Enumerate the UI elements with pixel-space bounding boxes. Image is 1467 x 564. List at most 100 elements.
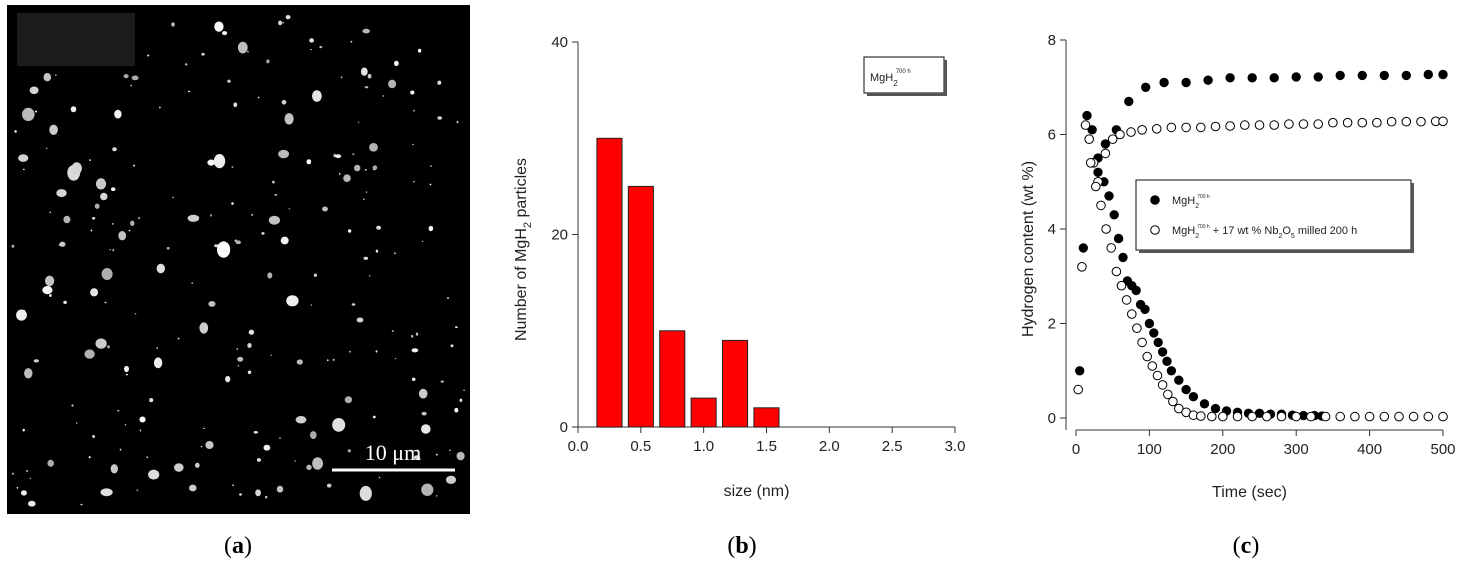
particle: [200, 446, 203, 448]
particle: [251, 214, 254, 216]
particle: [71, 162, 82, 175]
particle: [134, 313, 137, 315]
particle: [149, 398, 154, 403]
point-series-2: [1196, 411, 1206, 421]
panel-c-scatter: 0 100 200 300 400 500 0 2 4 6 8 Time (sec) Hydrogen …: [1020, 32, 1456, 501]
particle: [454, 407, 459, 413]
caption-letter: a: [232, 533, 244, 559]
legend-entry: MgH2 700 h: [1172, 194, 1210, 210]
y-tick-label: 8: [1048, 32, 1056, 49]
particle: [248, 329, 255, 335]
particle: [20, 490, 27, 496]
micrograph-particles: [11, 15, 466, 507]
particle: [267, 272, 273, 279]
particle: [217, 241, 231, 258]
particle: [33, 359, 39, 363]
particle: [63, 300, 67, 304]
legend-marker: [1150, 195, 1160, 205]
legend-shadow: [1411, 183, 1414, 253]
scale-bar-label: 10 μm: [365, 440, 421, 465]
particle: [25, 470, 29, 472]
particle: [201, 52, 205, 56]
particle: [412, 143, 414, 146]
point-series-2: [1320, 411, 1331, 422]
particle: [319, 46, 323, 49]
point-series-2: [1127, 309, 1137, 319]
particle: [437, 116, 443, 120]
y-tick-label: 40: [551, 34, 568, 51]
particle: [326, 483, 332, 488]
particle: [352, 153, 355, 156]
particle: [92, 435, 95, 438]
particle: [463, 389, 466, 391]
point-series-2: [1218, 411, 1228, 422]
point-series-2: [1142, 351, 1152, 362]
particle: [35, 110, 38, 113]
particle: [22, 428, 25, 432]
legend-sub: 2: [893, 79, 898, 88]
x-tick-label: 400: [1357, 441, 1382, 458]
point-series-1: [1074, 366, 1085, 376]
legend-text: milled 200 h: [1295, 225, 1357, 237]
point-series-1: [1131, 285, 1141, 296]
particle: [261, 232, 265, 235]
particle: [128, 229, 131, 232]
particle: [104, 301, 107, 304]
particle: [11, 472, 14, 475]
particle: [296, 359, 303, 365]
particle: [281, 100, 287, 105]
particle: [139, 429, 142, 432]
bar: [690, 397, 717, 428]
particle: [124, 423, 127, 426]
particle: [119, 448, 122, 451]
particle: [375, 249, 379, 253]
particle: [210, 214, 212, 217]
point-series-2: [1168, 396, 1178, 407]
particle: [187, 90, 191, 93]
particle: [236, 348, 239, 350]
particle: [111, 187, 116, 191]
particle: [125, 373, 128, 376]
y-label-text: Number of MgH: [513, 228, 530, 341]
particle: [266, 59, 270, 64]
point-series-1: [1153, 337, 1163, 348]
particle: [338, 172, 341, 175]
legend-main: MgH: [1172, 225, 1195, 237]
x-axis-label: size (nm): [724, 483, 790, 500]
point-series-1: [1423, 69, 1434, 80]
particle: [357, 121, 360, 123]
legend-sup: 700 h: [1197, 194, 1210, 200]
particle: [421, 240, 424, 242]
point-series-1: [1401, 70, 1412, 81]
particle: [378, 476, 381, 479]
point-series-2: [1157, 380, 1168, 390]
particle: [24, 368, 33, 379]
particle: [187, 214, 200, 222]
x-tick-label: 2.5: [882, 438, 903, 455]
point-series-1: [1247, 73, 1257, 83]
y-tick-label: 0: [1048, 410, 1056, 427]
point-series-2: [1401, 116, 1412, 127]
x-tick-label: 1.0: [693, 438, 714, 455]
legend-entry: MgH2700 h + 17 wt % Nb2O5 milled 200 h: [1172, 224, 1357, 240]
particle: [101, 268, 113, 280]
particle: [364, 86, 369, 89]
point-series-2: [1116, 280, 1127, 291]
particle: [446, 297, 450, 299]
particle: [58, 244, 61, 246]
particle: [95, 178, 107, 190]
particle: [133, 164, 136, 167]
particle: [89, 159, 91, 162]
particle: [459, 398, 463, 402]
point-series-2: [1085, 158, 1096, 168]
particle: [195, 462, 200, 468]
particle: [131, 75, 139, 81]
bar: [753, 407, 780, 428]
point-series-2: [1207, 411, 1217, 422]
point-series-1: [1140, 82, 1151, 93]
point-series-2: [1350, 411, 1360, 422]
particle: [146, 456, 149, 458]
particle: [450, 344, 454, 348]
point-series-1: [1100, 139, 1111, 149]
point-series-2: [1080, 120, 1091, 130]
